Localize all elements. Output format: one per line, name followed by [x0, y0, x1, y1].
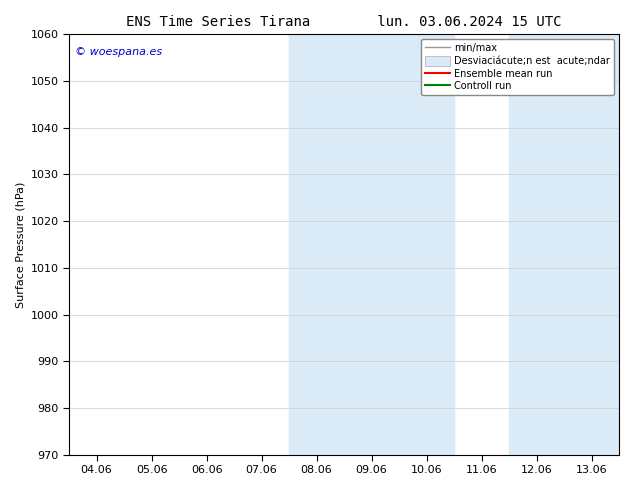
- Title: ENS Time Series Tirana        lun. 03.06.2024 15 UTC: ENS Time Series Tirana lun. 03.06.2024 1…: [126, 15, 562, 29]
- Text: © woespana.es: © woespana.es: [75, 47, 162, 57]
- Bar: [509, 34, 619, 455]
- Legend: min/max, Desviaciácute;n est  acute;ndar, Ensemble mean run, Controll run: min/max, Desviaciácute;n est acute;ndar,…: [422, 39, 614, 96]
- Bar: [289, 34, 454, 455]
- Y-axis label: Surface Pressure (hPa): Surface Pressure (hPa): [15, 181, 25, 308]
